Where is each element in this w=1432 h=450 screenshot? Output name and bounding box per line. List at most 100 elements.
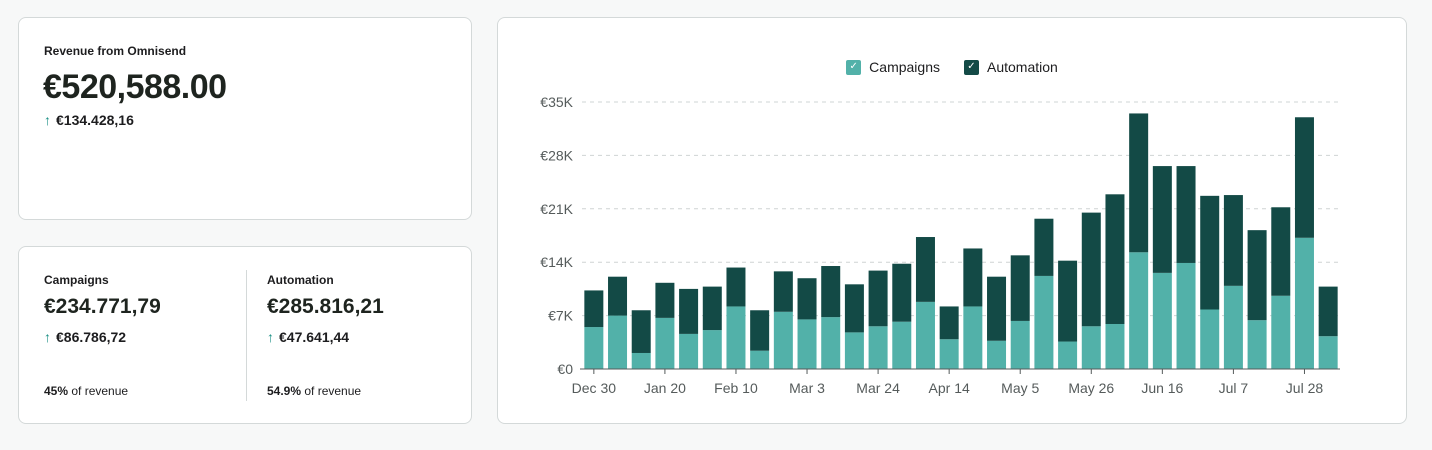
bar-automation bbox=[868, 270, 888, 327]
y-tick-label: €7K bbox=[548, 308, 574, 324]
bar-automation bbox=[892, 263, 912, 322]
total-delta-value: €134.428,16 bbox=[56, 112, 134, 128]
bar-automation bbox=[1152, 166, 1172, 273]
automation-column: Automation €285.816,21 ↑ €47.641,44 54.9… bbox=[246, 247, 473, 423]
bar-automation bbox=[1105, 194, 1125, 324]
bar-automation bbox=[797, 278, 817, 320]
bar-automation bbox=[1271, 207, 1291, 296]
x-tick-label: Feb 10 bbox=[714, 380, 758, 396]
bar-automation bbox=[679, 288, 699, 334]
bar-campaigns bbox=[631, 352, 651, 369]
bar-campaigns bbox=[655, 317, 675, 369]
bar-campaigns bbox=[868, 326, 888, 369]
bar-automation bbox=[1294, 117, 1314, 238]
x-tick-label: Jul 7 bbox=[1219, 380, 1249, 396]
automation-share-suffix: of revenue bbox=[301, 384, 362, 398]
bar-automation bbox=[939, 306, 959, 340]
bar-campaigns bbox=[963, 306, 983, 369]
campaigns-delta: ↑ €86.786,72 bbox=[44, 329, 126, 345]
bar-automation bbox=[963, 248, 983, 307]
y-tick-label: €14K bbox=[540, 254, 573, 270]
total-revenue-delta: ↑ €134.428,16 bbox=[44, 112, 134, 128]
chart-legend: ✓ Campaigns ✓ Automation bbox=[498, 59, 1406, 75]
legend-item-automation[interactable]: ✓ Automation bbox=[964, 59, 1058, 75]
bar-automation bbox=[1318, 286, 1338, 337]
x-tick-label: Mar 3 bbox=[789, 380, 825, 396]
y-tick-label: €21K bbox=[540, 201, 573, 217]
column-divider bbox=[246, 270, 247, 401]
bar-automation bbox=[1200, 195, 1220, 310]
bar-automation bbox=[631, 310, 651, 353]
bar-automation bbox=[750, 310, 770, 351]
bar-campaigns bbox=[1081, 326, 1101, 369]
x-tick-label: Mar 24 bbox=[856, 380, 900, 396]
bar-automation bbox=[844, 284, 864, 333]
automation-value: €285.816,21 bbox=[267, 295, 384, 318]
bar-campaigns bbox=[939, 339, 959, 369]
bar-campaigns bbox=[821, 317, 841, 369]
arrow-up-icon: ↑ bbox=[267, 329, 274, 345]
bar-campaigns bbox=[1318, 336, 1338, 369]
total-revenue-label: Revenue from Omnisend bbox=[44, 44, 187, 58]
bar-campaigns bbox=[679, 333, 699, 369]
bar-campaigns bbox=[1129, 252, 1149, 369]
campaigns-share: 45% of revenue bbox=[44, 384, 128, 398]
check-icon[interactable]: ✓ bbox=[846, 59, 862, 75]
campaigns-value: €234.771,79 bbox=[44, 295, 161, 318]
bar-campaigns bbox=[797, 319, 817, 369]
bar-campaigns bbox=[1294, 237, 1314, 369]
bar-automation bbox=[915, 237, 935, 302]
bar-campaigns bbox=[1058, 341, 1078, 369]
legend-label-campaigns: Campaigns bbox=[869, 59, 940, 75]
bar-campaigns bbox=[1247, 320, 1267, 369]
bar-campaigns bbox=[584, 327, 604, 369]
bar-automation bbox=[1176, 166, 1196, 263]
bar-automation bbox=[1034, 218, 1054, 276]
automation-delta: ↑ €47.641,44 bbox=[267, 329, 349, 345]
bar-campaigns bbox=[1271, 295, 1291, 369]
bar-automation bbox=[584, 290, 604, 328]
total-revenue-card: Revenue from Omnisend €520,588.00 ↑ €134… bbox=[18, 17, 472, 220]
bar-campaigns bbox=[1034, 275, 1054, 369]
x-tick-label: Dec 30 bbox=[572, 380, 617, 396]
y-tick-label: €0 bbox=[557, 361, 573, 377]
bar-campaigns bbox=[702, 330, 722, 369]
campaigns-share-pct: 45% bbox=[44, 384, 69, 398]
stacked-bar-chart: €0 €7K €14K €21K €28K €35K Dec 30 Jan 20 Feb 10 M… bbox=[540, 94, 1340, 396]
automation-share: 54.9% of revenue bbox=[267, 384, 361, 398]
bar-campaigns bbox=[1176, 262, 1196, 369]
bar-automation bbox=[987, 276, 1007, 341]
bar-campaigns bbox=[1010, 320, 1030, 369]
x-tick-label: Apr 14 bbox=[929, 380, 970, 396]
bar-campaigns bbox=[726, 306, 746, 369]
check-icon[interactable]: ✓ bbox=[964, 59, 979, 75]
legend-label-automation: Automation bbox=[987, 59, 1058, 75]
y-tick-label: €28K bbox=[540, 147, 573, 163]
bar-automation bbox=[1223, 195, 1243, 286]
arrow-up-icon: ↑ bbox=[44, 112, 51, 128]
campaigns-delta-value: €86.786,72 bbox=[56, 329, 127, 345]
revenue-chart-card: ✓ Campaigns ✓ Automation €0 €7K €14K €21K €2… bbox=[497, 17, 1407, 424]
legend-item-campaigns[interactable]: ✓ Campaigns bbox=[846, 59, 940, 75]
x-tick-label: Jan 20 bbox=[644, 380, 686, 396]
bar-campaigns bbox=[892, 321, 912, 369]
bar-automation bbox=[726, 267, 746, 307]
campaigns-label: Campaigns bbox=[44, 273, 109, 287]
bar-automation bbox=[1129, 113, 1149, 253]
bar-campaigns bbox=[844, 332, 864, 369]
bar-campaigns bbox=[750, 350, 770, 369]
x-tick-label: May 26 bbox=[1068, 380, 1114, 396]
automation-label: Automation bbox=[267, 273, 334, 287]
revenue-split-card: Campaigns €234.771,79 ↑ €86.786,72 45% o… bbox=[18, 246, 472, 424]
total-revenue-value: €520,588.00 bbox=[43, 68, 227, 106]
bar-campaigns bbox=[987, 340, 1007, 369]
bar-campaigns bbox=[1200, 309, 1220, 369]
campaigns-column: Campaigns €234.771,79 ↑ €86.786,72 45% o… bbox=[19, 247, 246, 423]
bar-campaigns bbox=[1223, 285, 1243, 369]
bar-automation bbox=[655, 282, 675, 318]
bar-campaigns bbox=[1152, 272, 1172, 369]
automation-share-pct: 54.9% bbox=[267, 384, 302, 398]
bar-automation bbox=[1010, 255, 1030, 321]
bar-automation bbox=[608, 276, 628, 316]
bar-automation bbox=[1058, 260, 1078, 342]
